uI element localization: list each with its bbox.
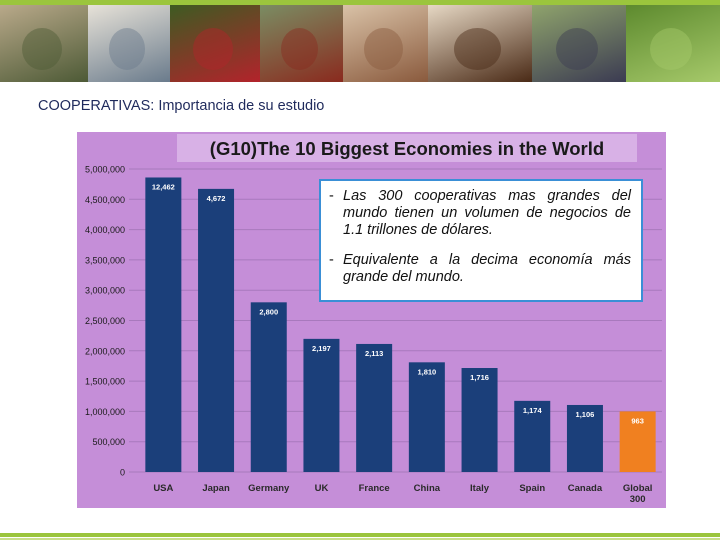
- x-tick-label: 300: [630, 494, 646, 505]
- x-tick-label: Germany: [248, 483, 290, 494]
- x-tick-label: Japan: [202, 483, 230, 494]
- chart-canvas: (G10)The 10 Biggest Economies in the Wor…: [85, 134, 662, 505]
- y-tick-label: 500,000: [92, 437, 125, 447]
- top-accent-rule: [0, 0, 720, 5]
- photo-group-people: [532, 5, 626, 82]
- bar: [461, 368, 498, 472]
- y-tick-label: 3,500,000: [85, 255, 125, 265]
- bottom-accent-rule: [0, 533, 720, 537]
- bar-value-label: 2,800: [259, 307, 278, 316]
- bar: [303, 338, 340, 472]
- bar-value-label: 963: [631, 416, 644, 425]
- y-tick-label: 5,000,000: [85, 165, 125, 175]
- y-tick-label: 4,000,000: [85, 225, 125, 235]
- photo-cotton-farmer: [0, 5, 88, 82]
- photo-crop-rows: [626, 5, 720, 82]
- photo-tractor-field: [260, 5, 343, 82]
- bar: [514, 400, 551, 472]
- bar-value-label: 1,810: [417, 367, 436, 376]
- bar: [619, 411, 656, 472]
- cooperatives-callout-box: - Las 300 cooperativas mas grandes del m…: [319, 179, 643, 302]
- chart-title: (G10)The 10 Biggest Economies in the Wor…: [210, 138, 604, 159]
- bar-value-label: 12,462: [152, 182, 175, 191]
- x-tick-label: France: [359, 483, 390, 494]
- photo-joined-hands: [343, 5, 428, 82]
- x-tick-label: Italy: [470, 483, 490, 494]
- y-tick-label: 3,000,000: [85, 286, 125, 296]
- x-tick-label: China: [414, 483, 441, 494]
- y-tick-label: 2,000,000: [85, 346, 125, 356]
- callout-dash: -: [329, 188, 334, 204]
- callout-item: - Las 300 cooperativas mas grandes del m…: [329, 188, 631, 239]
- callout-text: Las 300 cooperativas mas grandes del mun…: [343, 188, 631, 238]
- photo-coffee-beans: [428, 5, 532, 82]
- callout-text: Equivalente a la decima economía más gra…: [343, 252, 631, 285]
- bar-value-label: 2,113: [365, 349, 383, 358]
- y-tick-label: 4,500,000: [85, 195, 125, 205]
- bar: [356, 343, 393, 472]
- slide-title: COOPERATIVAS: Importancia de su estudio: [38, 98, 325, 114]
- bar: [408, 362, 445, 472]
- x-tick-label: Spain: [519, 483, 545, 494]
- header-photo-strip: [0, 5, 720, 82]
- bar: [145, 177, 182, 472]
- callout-dash: -: [329, 252, 334, 268]
- y-tick-label: 1,500,000: [85, 377, 125, 387]
- y-tick-label: 0: [120, 468, 125, 478]
- y-tick-label: 1,000,000: [85, 407, 125, 417]
- x-tick-label: Canada: [568, 483, 603, 494]
- bar: [198, 188, 235, 472]
- bar: [250, 302, 287, 472]
- bar-value-label: 4,672: [207, 194, 226, 203]
- bottom-accent-rule-light: [0, 538, 720, 540]
- photo-meeting-hands: [88, 5, 170, 82]
- y-tick-label: 2,500,000: [85, 316, 125, 326]
- bar: [566, 404, 603, 472]
- x-tick-label: Global: [623, 483, 653, 494]
- photo-coffee-cherries: [170, 5, 260, 82]
- x-tick-label: USA: [153, 483, 173, 494]
- bar-value-label: 1,716: [470, 373, 489, 382]
- bar-value-label: 2,197: [312, 344, 331, 353]
- callout-item: - Equivalente a la decima economía más g…: [329, 252, 631, 286]
- chart-title-banner: [177, 134, 637, 162]
- x-tick-label: UK: [315, 483, 329, 494]
- bar-value-label: 1,106: [576, 410, 595, 419]
- bar-value-label: 1,174: [523, 406, 543, 415]
